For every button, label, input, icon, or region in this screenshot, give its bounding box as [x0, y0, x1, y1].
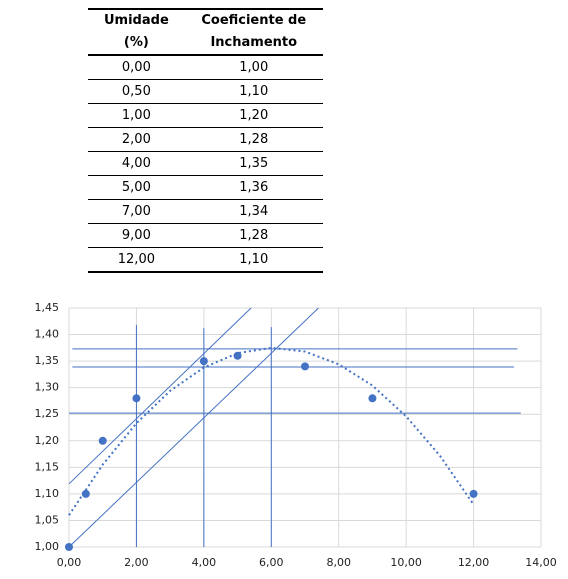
y-tick-label: 1,05	[35, 513, 60, 526]
table-cell: 1,00	[184, 55, 323, 80]
y-tick-label: 1,40	[35, 328, 60, 341]
data-point	[368, 394, 377, 403]
table-cell: 1,34	[184, 199, 323, 224]
x-tick-label: 6,00	[259, 556, 284, 569]
x-tick-label: 2,00	[124, 556, 149, 569]
y-tick-label: 1,35	[35, 354, 60, 367]
data-point	[199, 357, 208, 366]
table-row: 1,00 1,20	[88, 103, 323, 128]
table-row: 0,00 1,00	[88, 55, 323, 80]
table-cell: 4,00	[88, 151, 185, 176]
x-tick-label: 0,00	[57, 556, 82, 569]
table-cell: 2,00	[88, 127, 185, 152]
data-point	[233, 351, 242, 360]
data-point	[132, 394, 141, 403]
table-cell: 12,00	[88, 247, 185, 273]
table-cell: 7,00	[88, 199, 185, 224]
table-cell: 1,28	[184, 223, 323, 248]
table-cell: 9,00	[88, 223, 185, 248]
table-row: 12,00 1,10	[88, 247, 323, 273]
table-cell: 1,35	[184, 151, 323, 176]
table-cell: 1,10	[184, 247, 323, 273]
x-tick-label: 14,00	[525, 556, 557, 569]
x-tick-label: 10,00	[390, 556, 422, 569]
data-point	[301, 362, 309, 371]
header-cell: Coeficiente de Inchamento	[184, 8, 323, 56]
table-cell: 1,28	[184, 127, 323, 152]
table-cell: 5,00	[88, 175, 185, 200]
y-tick-label: 1,00	[35, 540, 60, 553]
table-cell: 1,10	[184, 79, 323, 104]
y-tick-label: 1,30	[35, 381, 60, 394]
header-cell: Umidade (%)	[88, 8, 185, 56]
table-row: 0,50 1,10	[88, 79, 323, 104]
data-table: Umidade (%) Coeficiente de Inchamento 0,…	[88, 8, 323, 273]
table-row: 5,00 1,36	[88, 175, 323, 200]
reference-line	[68, 307, 319, 548]
data-point	[469, 489, 478, 498]
table-row: 4,00 1,35	[88, 151, 323, 176]
data-point	[65, 543, 73, 551]
x-tick-label: 8,00	[326, 556, 351, 569]
y-tick-label: 1,10	[35, 487, 60, 500]
y-tick-label: 1,45	[35, 301, 60, 314]
table-cell: 1,36	[184, 175, 323, 200]
table-row: 9,00 1,28	[88, 223, 323, 248]
y-tick-label: 1,20	[35, 434, 60, 447]
table-row: 2,00 1,28	[88, 127, 323, 152]
data-point	[81, 489, 90, 498]
reference-line	[68, 307, 252, 485]
x-tick-label: 4,00	[192, 556, 217, 569]
table-cell: 0,50	[88, 79, 185, 104]
table-row: 7,00 1,34	[88, 199, 323, 224]
header-row: Umidade (%) Coeficiente de Inchamento	[88, 8, 323, 56]
table-cell: 1,00	[88, 103, 185, 128]
table-cell: 0,00	[88, 55, 185, 80]
y-tick-label: 1,25	[35, 407, 60, 420]
data-point	[98, 436, 107, 445]
x-tick-label: 12,00	[458, 556, 490, 569]
table-cell: 1,20	[184, 103, 323, 128]
y-tick-label: 1,15	[35, 460, 60, 473]
